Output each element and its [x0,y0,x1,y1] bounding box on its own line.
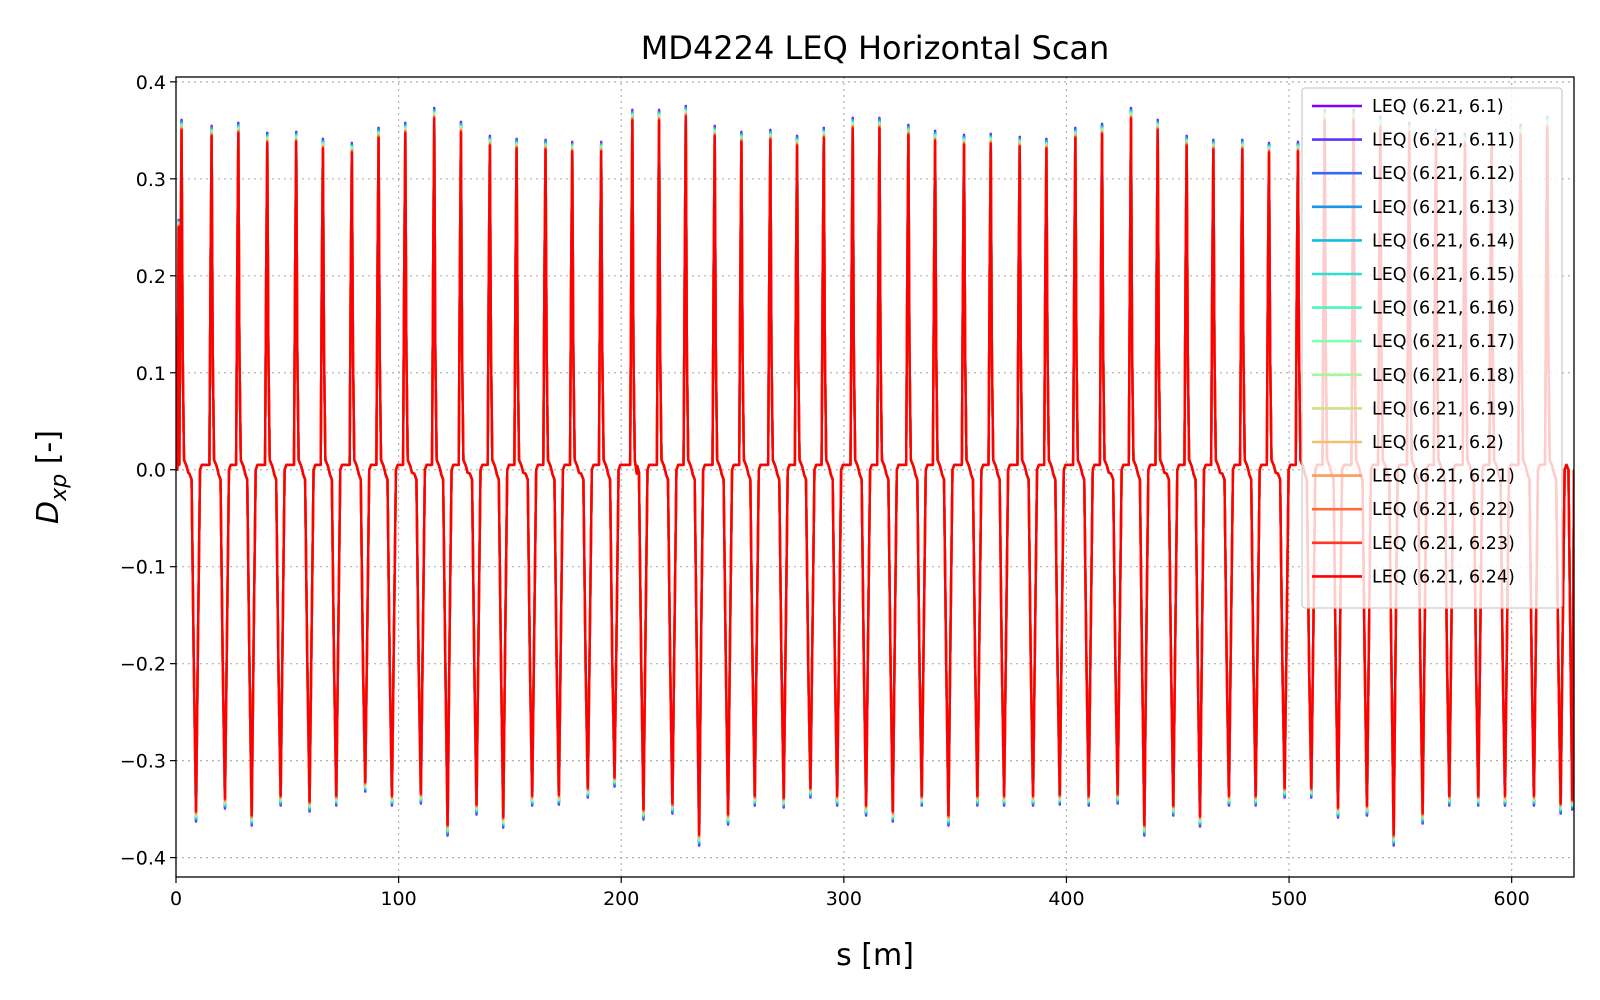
legend-entry-label: LEQ (6.21, 6.16) [1372,299,1515,319]
legend-entry-label: LEQ (6.21, 6.17) [1372,332,1515,352]
series-line [176,115,1574,836]
legend-entry-label: LEQ (6.21, 6.12) [1372,164,1515,184]
y-tick-label: 0.0 [136,460,166,482]
x-tick-label: 300 [826,888,862,910]
legend-entry-label: LEQ (6.21, 6.2) [1372,433,1504,453]
legend-entry-label: LEQ (6.21, 6.19) [1372,399,1515,419]
legend-entry-label: LEQ (6.21, 6.13) [1372,198,1515,218]
legend-entry-label: LEQ (6.21, 6.18) [1372,366,1515,386]
y-tick-label: 0.2 [136,266,166,288]
x-axis: 0 100 200 300 400 500 600 [170,877,1530,910]
x-tick-label: 200 [603,888,639,910]
chart-title: MD4224 LEQ Horizontal Scan [641,29,1110,67]
legend-entry-label: LEQ (6.21, 6.11) [1372,131,1515,151]
legend-entry-label: LEQ (6.21, 6.1) [1372,97,1504,117]
y-axis-label-symbol: D [31,501,66,524]
x-tick-label: 400 [1048,888,1084,910]
y-tick-label: −0.3 [120,751,166,773]
y-tick-label: 0.4 [136,72,166,94]
x-tick-label: 0 [170,888,182,910]
legend-entry-label: LEQ (6.21, 6.22) [1372,500,1515,520]
y-axis: 0.4 0.3 0.2 0.1 0.0 −0.1 −0.2 −0.3 −0.4 [120,72,176,870]
legend-box [1301,87,1563,609]
x-tick-label: 500 [1271,888,1307,910]
y-tick-label: 0.1 [136,363,166,385]
legend-entry-label: LEQ (6.21, 6.21) [1372,467,1515,487]
x-tick-label: 600 [1494,888,1530,910]
y-axis-label: Dxp [-] [31,430,72,524]
legend-entry-label: LEQ (6.21, 6.24) [1372,567,1515,587]
y-tick-label: −0.2 [120,654,166,676]
y-tick-label: −0.4 [120,848,166,870]
legend-entry-label: LEQ (6.21, 6.15) [1372,265,1515,285]
plot-area [176,104,1574,847]
legend: LEQ (6.21, 6.1) LEQ (6.21, 6.11) LEQ (6.21… [1301,87,1563,609]
x-tick-label: 100 [380,888,416,910]
y-tick-label: −0.1 [120,557,166,579]
x-axis-label: s [m] [836,938,914,973]
y-tick-label: 0.3 [136,169,166,191]
legend-entry-label: LEQ (6.21, 6.14) [1372,231,1515,251]
legend-entry-label: LEQ (6.21, 6.23) [1372,534,1515,554]
y-axis-label-subscript: xp [47,474,72,502]
axes-frame [175,76,1575,878]
y-axis-label-unit: [-] [31,430,66,464]
y-axis-label-spacer [31,464,66,474]
